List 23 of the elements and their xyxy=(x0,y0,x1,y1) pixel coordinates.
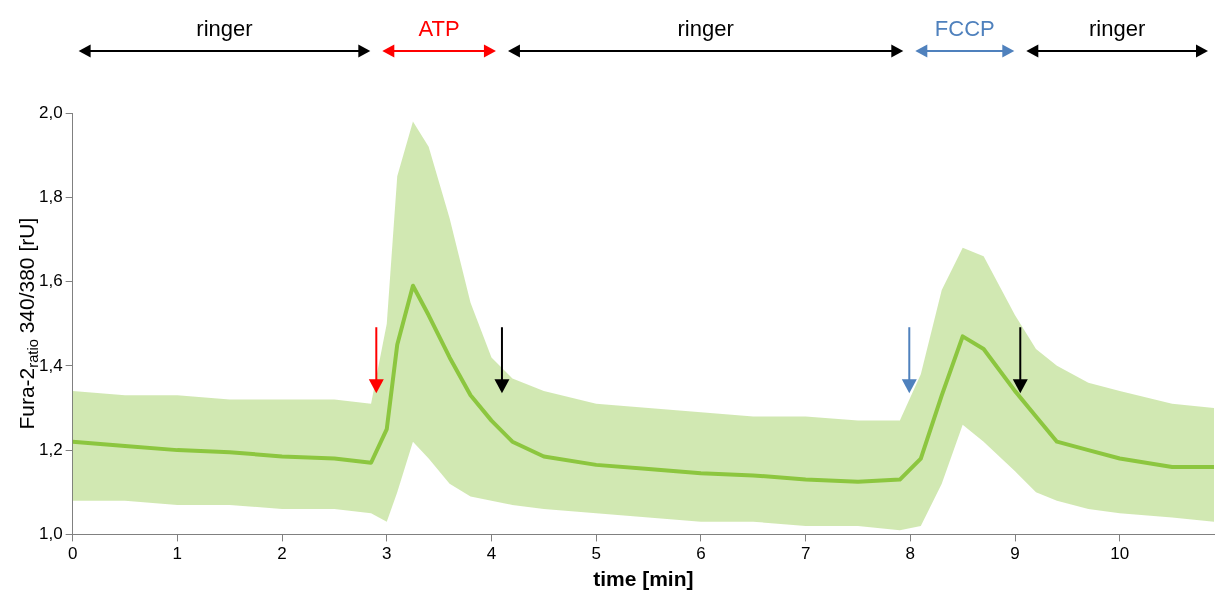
y-tick-label: 1,0 xyxy=(38,524,63,544)
y-tick-label: 1,8 xyxy=(38,186,63,206)
x-tick-label: 5 xyxy=(591,544,601,564)
x-tick-label: 10 xyxy=(1110,544,1130,564)
text: ringer xyxy=(1089,16,1146,42)
y-tick-label: 1,4 xyxy=(38,355,63,375)
text: ringer xyxy=(196,16,253,42)
x-tick-label: 0 xyxy=(67,544,78,564)
x-tick-label: 6 xyxy=(696,544,706,564)
x-tick-label: 2 xyxy=(277,544,287,564)
y-tick-label: 1,2 xyxy=(38,439,63,459)
x-tick-label: 1 xyxy=(172,544,183,564)
x-tick-label: 3 xyxy=(382,544,392,564)
x-tick-label: 4 xyxy=(486,544,497,564)
x-tick-label: 8 xyxy=(905,544,916,564)
y-tick-label: 2,0 xyxy=(38,102,63,122)
x-axis-title: time [min] xyxy=(593,567,694,591)
x-tick-label: 9 xyxy=(1010,544,1020,564)
text: FCCP xyxy=(934,16,995,42)
text: ATP xyxy=(418,16,460,42)
x-tick-label: 7 xyxy=(800,544,811,564)
text: ringer xyxy=(677,16,734,42)
y-tick-label: 1,6 xyxy=(38,271,63,291)
